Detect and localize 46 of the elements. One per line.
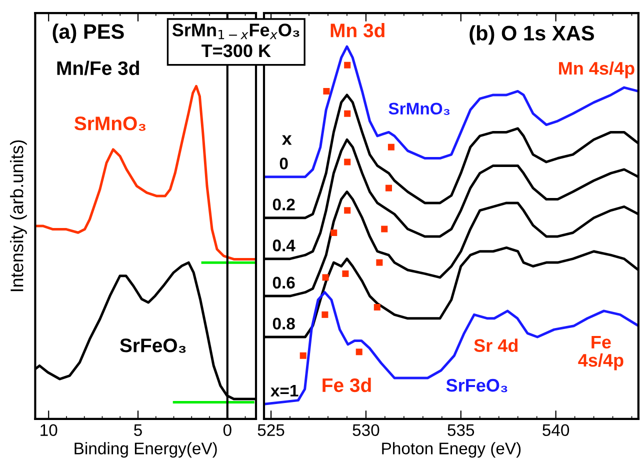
- x-tick-label: 10: [40, 424, 58, 436]
- annotation: SrMnO₃: [74, 116, 146, 131]
- annotation: SrFeO₃: [446, 378, 508, 392]
- x-tick-label: 525: [258, 424, 284, 436]
- text: Mn 3d: [330, 23, 384, 38]
- series-label: 0.6: [272, 276, 295, 289]
- text: (b) O 1s XAS: [470, 25, 594, 45]
- text: (a) PES: [52, 24, 124, 44]
- x-tick-label: 5: [134, 424, 142, 436]
- point: [342, 270, 349, 277]
- x-axis-title: Binding Energy(eV): [74, 442, 217, 458]
- series-label: x=1: [270, 384, 298, 396]
- point: [356, 348, 362, 356]
- point: [322, 311, 328, 318]
- point: [300, 352, 306, 359]
- annotation: SrMn$_{1−x}$Fe$_{x}$O₃ T=300 K: [172, 24, 300, 58]
- annotation: SrMnO₃: [388, 102, 450, 115]
- series-label: 0.8: [272, 318, 295, 330]
- annotation: Fe 3d: [322, 378, 371, 392]
- point: [322, 274, 329, 281]
- x-tick-label: 0: [223, 424, 232, 436]
- point: [388, 144, 394, 150]
- series-label: 0.4: [272, 240, 296, 252]
- point: [344, 110, 351, 117]
- point: [344, 158, 351, 166]
- annotation: x: [282, 135, 292, 145]
- point: [376, 259, 383, 266]
- x-tick-label: 530: [352, 424, 380, 436]
- annotation: SrFeO₃: [120, 338, 186, 353]
- x-axis-title: Photon Enegy (eV): [382, 442, 521, 458]
- y-axis-title: Intensity (arb.units): [10, 140, 27, 292]
- point: [344, 62, 351, 68]
- annotation: Fe 4s/4p: [578, 336, 624, 370]
- point: [344, 207, 351, 214]
- annotation: Mn 4s/4p: [559, 61, 634, 78]
- point: [381, 226, 388, 232]
- point: [323, 88, 330, 95]
- series-label: 0.2: [272, 198, 295, 210]
- series-label: 0: [280, 158, 288, 170]
- text: Mn/Fe 3d: [57, 60, 139, 76]
- x-tick-label: 540: [542, 424, 570, 436]
- annotation: Sr 4d: [474, 338, 518, 352]
- x-tick-label: 535: [448, 424, 474, 436]
- point: [374, 304, 380, 310]
- point: [330, 229, 338, 236]
- point: [385, 184, 392, 192]
